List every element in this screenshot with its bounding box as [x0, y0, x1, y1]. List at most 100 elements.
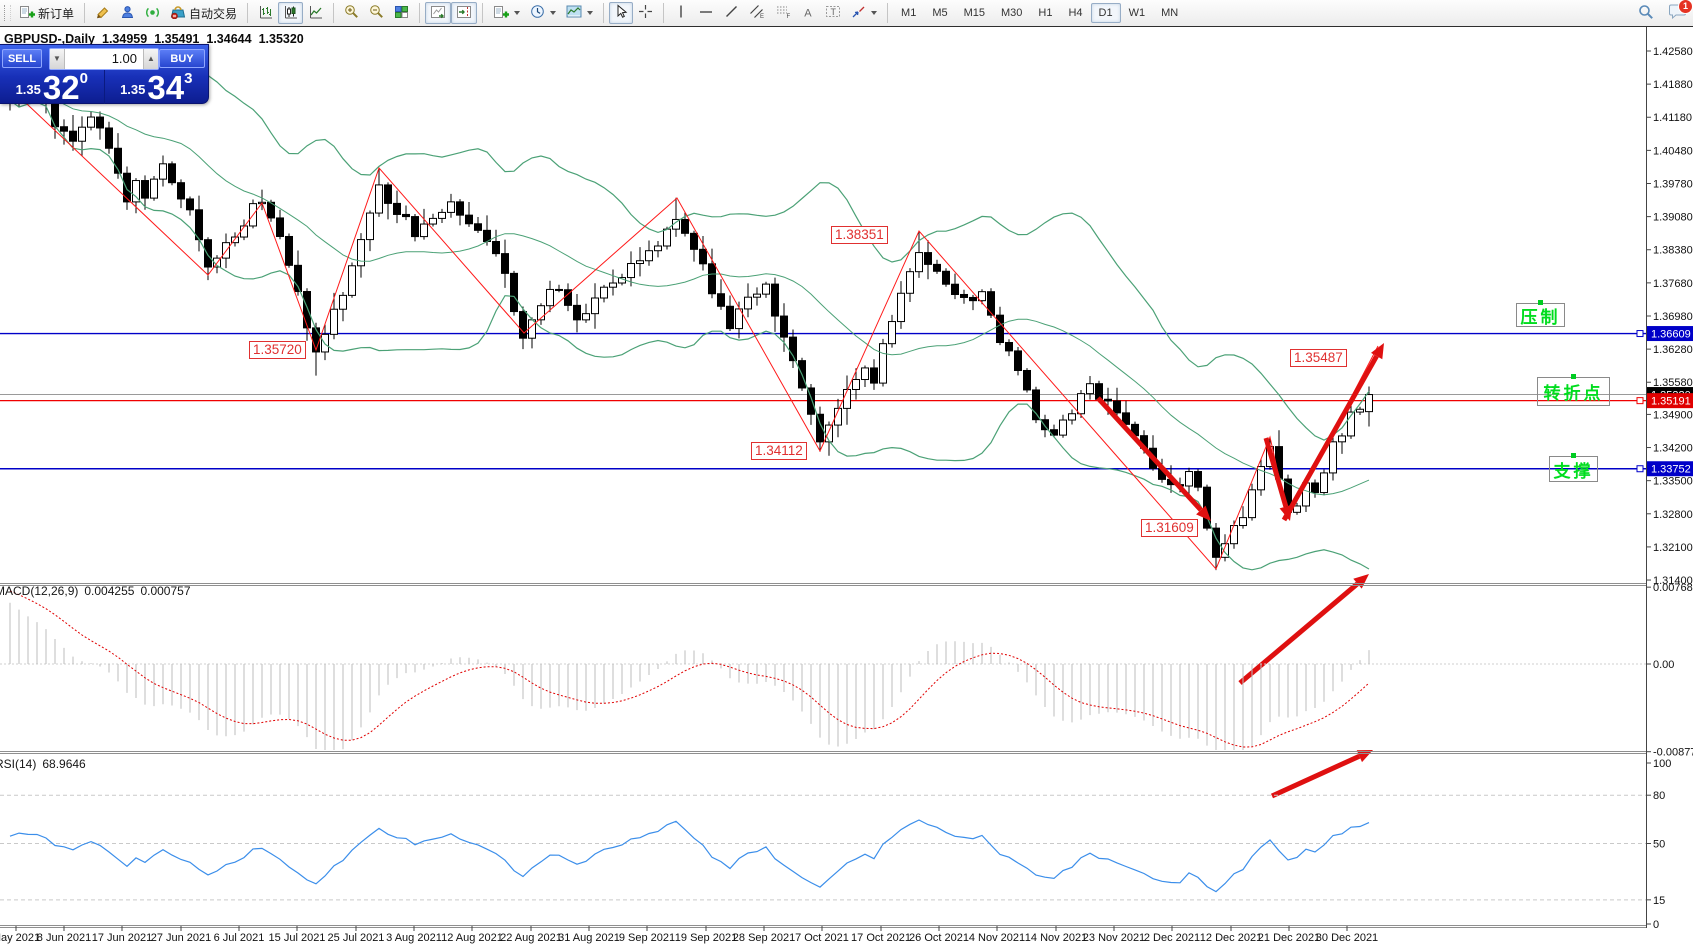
sell-price-button[interactable]: 1.35 32 0 [0, 70, 104, 104]
clock-icon [530, 4, 545, 22]
indicators-button[interactable] [488, 2, 525, 24]
trendline-button[interactable] [719, 2, 744, 24]
panel-separators[interactable] [0, 583, 1693, 928]
annotation-turning-point[interactable]: 转折点 [1537, 374, 1610, 406]
notifications-button[interactable]: 1 [1669, 0, 1693, 24]
line-chart-mode-button[interactable] [303, 2, 328, 24]
volume-decrease-button[interactable]: ▼ [50, 48, 65, 69]
annotation-support[interactable]: 支撑 [1549, 453, 1598, 482]
chart-shift-button[interactable] [451, 2, 478, 24]
templates-button[interactable] [561, 2, 598, 24]
candlestick-mode-button[interactable] [278, 2, 304, 24]
svg-text:23 Nov 2021: 23 Nov 2021 [1083, 932, 1145, 944]
timeframe-m1[interactable]: M1 [893, 3, 924, 23]
timeframe-d1[interactable]: D1 [1090, 3, 1121, 23]
price-callout[interactable]: 1.35487 [1290, 349, 1347, 367]
selection-handle[interactable] [1570, 453, 1576, 458]
rsi-name: RSI(14) [0, 757, 37, 771]
zoom-in-button[interactable] [339, 2, 364, 24]
trend-arrows[interactable] [1096, 343, 1384, 799]
svg-text:1.37680: 1.37680 [1653, 278, 1693, 290]
crosshair-button[interactable] [633, 2, 658, 24]
toolbar-separator [84, 3, 86, 23]
svg-text:25 Jul 2021: 25 Jul 2021 [328, 932, 385, 944]
toolbar-separator [247, 3, 249, 23]
zigzag-line[interactable] [9, 87, 1379, 570]
chart-window[interactable]: 1.42580 1.41880 1.41180 1.40480 1.39780 1.390… [0, 27, 1693, 949]
price-callout[interactable]: 1.35720 [249, 341, 306, 359]
svg-text:1.42580: 1.42580 [1653, 46, 1693, 58]
buy-price-button[interactable]: 1.35 34 3 [103, 70, 209, 104]
selection-handle[interactable] [1570, 374, 1576, 379]
shapes-button[interactable] [846, 2, 882, 24]
volume-stepper[interactable]: ▼ ▲ [49, 47, 159, 70]
chevron-down-icon [587, 11, 594, 15]
rsi-value: 68.9646 [42, 757, 86, 771]
equidistant-channel-button[interactable]: E [744, 2, 770, 24]
price-axis[interactable]: 1.42580 1.41880 1.41180 1.40480 1.39780 1.390… [1636, 27, 1693, 931]
svg-text:15: 15 [1653, 895, 1665, 907]
periods-button[interactable] [525, 2, 561, 24]
one-click-trading-panel[interactable]: SELL ▼ ▲ BUY 1.35 32 0 1.35 34 3 [0, 44, 209, 104]
styler-button[interactable] [90, 2, 115, 24]
search-button[interactable] [1633, 2, 1659, 24]
chevron-down-icon [514, 11, 521, 15]
svg-text:1.34900: 1.34900 [1653, 409, 1693, 421]
svg-text:22 Aug 2021: 22 Aug 2021 [500, 932, 562, 944]
horizontal-line-button[interactable] [693, 2, 719, 24]
timeframe-m15[interactable]: M15 [956, 3, 993, 23]
volume-increase-button[interactable]: ▲ [143, 48, 158, 69]
chart-title: GBPUSD-,Daily 1.34959 1.35491 1.34644 1.3532… [4, 32, 311, 46]
toolbar-grip[interactable] [4, 5, 11, 21]
tile-windows-button[interactable] [389, 2, 414, 24]
horizontal-lines[interactable] [0, 332, 1646, 470]
timeframe-h1[interactable]: H1 [1030, 3, 1060, 23]
buy-price-prefix: 1.35 [120, 82, 146, 97]
svg-text:21 Dec 2021: 21 Dec 2021 [1258, 932, 1320, 944]
bar-chart-mode-button[interactable] [253, 2, 278, 24]
signals-button[interactable] [140, 2, 165, 24]
cursor-button[interactable] [609, 2, 634, 24]
svg-text:26 Oct 2021: 26 Oct 2021 [909, 932, 969, 944]
price-callout[interactable]: 1.31609 [1141, 519, 1198, 537]
auto-scroll-button[interactable] [425, 2, 452, 24]
autotrading-icon [170, 5, 186, 22]
buy-button[interactable]: BUY [159, 49, 205, 68]
vertical-line-button[interactable] [669, 2, 693, 24]
selection-handle[interactable] [1537, 300, 1543, 305]
annotation-resistance[interactable]: 压制 [1516, 300, 1565, 327]
line-chart-icon [308, 5, 323, 22]
autotrading-button[interactable]: 自动交易 [165, 2, 242, 24]
chevron-down-icon [550, 11, 557, 15]
symbol-period-label: GBPUSD-,Daily [4, 32, 95, 46]
zoom-out-button[interactable] [364, 2, 389, 24]
svg-text:1.33752: 1.33752 [1651, 464, 1691, 476]
timeframe-mn[interactable]: MN [1153, 3, 1186, 23]
toolbar-separator [419, 3, 421, 23]
toolbar-separator [482, 3, 484, 23]
timeframe-w1[interactable]: W1 [1121, 3, 1154, 23]
price-callout[interactable]: 1.38351 [831, 226, 888, 244]
timeframe-m5[interactable]: M5 [924, 3, 955, 23]
price-callout[interactable]: 1.34112 [751, 442, 807, 460]
new-order-icon [19, 5, 35, 22]
new-order-button[interactable]: 新订单 [14, 2, 79, 24]
crosshair-icon [638, 4, 653, 22]
svg-text:1.41180: 1.41180 [1653, 112, 1692, 124]
svg-text:1.41880: 1.41880 [1653, 79, 1693, 91]
fibonacci-button[interactable]: F [770, 2, 796, 24]
chevron-down-icon [871, 11, 878, 15]
volume-input[interactable] [65, 48, 143, 69]
chart-canvas[interactable]: 1.42580 1.41880 1.41180 1.40480 1.39780 1.390… [0, 27, 1693, 949]
timeframe-h4[interactable]: H4 [1060, 3, 1090, 23]
text-button[interactable]: A [796, 2, 820, 24]
community-button[interactable] [115, 2, 140, 24]
svg-text:1.38380: 1.38380 [1653, 245, 1693, 257]
svg-text:T: T [831, 7, 837, 17]
text-label-button[interactable]: T [820, 2, 846, 24]
sell-button[interactable]: SELL [2, 49, 42, 68]
svg-text:6 Jul 2021: 6 Jul 2021 [214, 932, 265, 944]
timeframe-m30[interactable]: M30 [993, 3, 1030, 23]
svg-text:2 Dec 2021: 2 Dec 2021 [1144, 932, 1200, 944]
